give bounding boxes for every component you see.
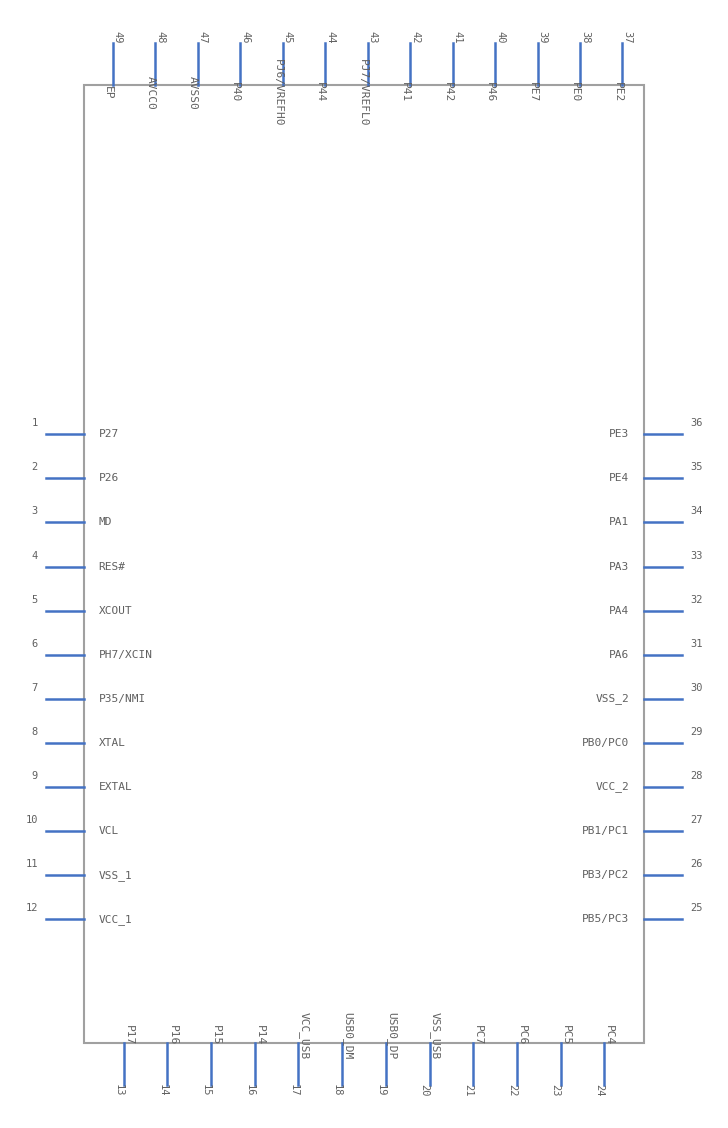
Text: PJ7/VREFL0: PJ7/VREFL0 (357, 59, 368, 126)
Bar (84, 85, 644, 1043)
Text: 31: 31 (690, 638, 703, 649)
Text: VCC_USB: VCC_USB (298, 1012, 309, 1059)
Text: 15: 15 (201, 1084, 211, 1096)
Text: 9: 9 (31, 772, 38, 781)
Text: 40: 40 (495, 32, 505, 44)
Text: 20: 20 (419, 1084, 430, 1096)
Text: 11: 11 (25, 860, 38, 870)
Text: 13: 13 (114, 1084, 124, 1096)
Text: 49: 49 (113, 32, 123, 44)
Text: USB0_DM: USB0_DM (342, 1012, 353, 1059)
Text: 46: 46 (240, 32, 250, 44)
Text: P26: P26 (99, 474, 119, 484)
Text: 29: 29 (690, 726, 703, 737)
Text: P27: P27 (99, 430, 119, 439)
Text: P16: P16 (167, 1025, 178, 1046)
Text: 30: 30 (690, 682, 703, 693)
Text: 34: 34 (690, 506, 703, 517)
Text: P41: P41 (400, 82, 410, 103)
Text: 7: 7 (31, 682, 38, 693)
Text: 35: 35 (690, 462, 703, 473)
Text: PC6: PC6 (517, 1025, 527, 1046)
Text: 37: 37 (622, 32, 633, 44)
Text: 27: 27 (690, 816, 703, 825)
Text: 3: 3 (31, 506, 38, 517)
Text: AVCC0: AVCC0 (146, 76, 155, 109)
Text: 21: 21 (463, 1084, 473, 1096)
Text: PC4: PC4 (604, 1025, 614, 1046)
Text: PA1: PA1 (609, 518, 629, 528)
Text: 33: 33 (690, 550, 703, 561)
Text: 8: 8 (31, 726, 38, 737)
Text: PB0/PC0: PB0/PC0 (582, 738, 629, 748)
Text: 22: 22 (507, 1084, 517, 1096)
Text: VSS_1: VSS_1 (99, 870, 132, 881)
Text: PC5: PC5 (561, 1025, 571, 1046)
Text: 44: 44 (325, 32, 335, 44)
Text: 23: 23 (550, 1084, 561, 1096)
Text: 5: 5 (31, 594, 38, 605)
Text: PB5/PC3: PB5/PC3 (582, 915, 629, 924)
Text: 10: 10 (25, 816, 38, 825)
Text: 4: 4 (31, 550, 38, 561)
Text: P14: P14 (255, 1025, 265, 1046)
Text: 39: 39 (537, 32, 547, 44)
Text: P46: P46 (485, 82, 495, 103)
Text: XCOUT: XCOUT (99, 606, 132, 616)
Text: 42: 42 (410, 32, 420, 44)
Text: VCC_1: VCC_1 (99, 914, 132, 925)
Text: PE0: PE0 (570, 82, 580, 103)
Text: 6: 6 (31, 638, 38, 649)
Text: PC7: PC7 (473, 1025, 483, 1046)
Text: PE4: PE4 (609, 474, 629, 484)
Text: 18: 18 (332, 1084, 342, 1096)
Text: P17: P17 (124, 1025, 134, 1046)
Text: 41: 41 (453, 32, 462, 44)
Text: 14: 14 (157, 1084, 167, 1096)
Text: 17: 17 (288, 1084, 298, 1096)
Text: PE7: PE7 (528, 82, 537, 103)
Text: 28: 28 (690, 772, 703, 781)
Text: P15: P15 (211, 1025, 221, 1046)
Text: 36: 36 (690, 418, 703, 429)
Text: PA4: PA4 (609, 606, 629, 616)
Text: 2: 2 (31, 462, 38, 473)
Text: AVSS0: AVSS0 (188, 76, 198, 109)
Text: P40: P40 (230, 82, 240, 103)
Text: PA3: PA3 (609, 562, 629, 572)
Text: VCL: VCL (99, 826, 119, 836)
Text: P35/NMI: P35/NMI (99, 694, 146, 704)
Text: 19: 19 (376, 1084, 386, 1096)
Text: 48: 48 (155, 32, 165, 44)
Text: VSS_USB: VSS_USB (430, 1012, 440, 1059)
Text: MD: MD (99, 518, 112, 528)
Text: PH7/XCIN: PH7/XCIN (99, 650, 153, 660)
Text: 24: 24 (594, 1084, 604, 1096)
Text: PB1/PC1: PB1/PC1 (582, 826, 629, 836)
Text: 25: 25 (690, 904, 703, 914)
Text: USB0_DP: USB0_DP (386, 1012, 397, 1059)
Text: VCC_2: VCC_2 (596, 782, 629, 793)
Text: RES#: RES# (99, 562, 126, 572)
Text: PE3: PE3 (609, 430, 629, 439)
Text: P44: P44 (315, 82, 325, 103)
Text: 16: 16 (245, 1084, 255, 1096)
Text: PB3/PC2: PB3/PC2 (582, 870, 629, 880)
Text: 26: 26 (690, 860, 703, 870)
Text: VSS_2: VSS_2 (596, 694, 629, 704)
Text: 45: 45 (282, 32, 293, 44)
Text: PA6: PA6 (609, 650, 629, 660)
Text: 38: 38 (580, 32, 590, 44)
Text: 12: 12 (25, 904, 38, 914)
Text: P42: P42 (443, 82, 453, 103)
Text: 32: 32 (690, 594, 703, 605)
Text: 47: 47 (198, 32, 207, 44)
Text: PE2: PE2 (612, 82, 622, 103)
Text: 43: 43 (368, 32, 378, 44)
Text: 1: 1 (31, 418, 38, 429)
Text: PJ6/VREFH0: PJ6/VREFH0 (273, 59, 282, 126)
Text: EP: EP (103, 86, 113, 99)
Text: EXTAL: EXTAL (99, 782, 132, 792)
Text: XTAL: XTAL (99, 738, 126, 748)
